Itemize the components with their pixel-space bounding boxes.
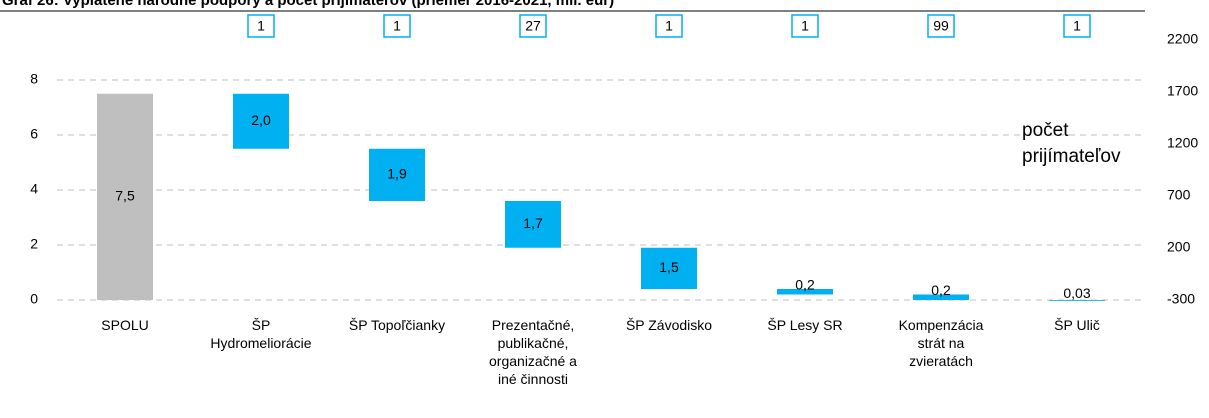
- y-tick-label: 6: [30, 126, 38, 142]
- bar: [97, 93, 153, 300]
- count-label: 99: [933, 18, 949, 34]
- x-tick-label: Prezentačné, publikačné, organizačné a i…: [489, 317, 577, 387]
- y2-tick-label: 1700: [1167, 83, 1198, 99]
- value-label: 2,0: [251, 112, 271, 128]
- count-label: 27: [525, 18, 541, 34]
- y2-tick-label: -300: [1167, 291, 1195, 307]
- y2-tick-label: 200: [1167, 239, 1191, 255]
- bar: [505, 201, 561, 248]
- bar: [369, 148, 425, 201]
- y2-tick-label: 1200: [1167, 135, 1198, 151]
- chart-title: Graf 26: Vyplatené národné podpory a poč…: [2, 0, 615, 9]
- bar: [1049, 300, 1105, 301]
- count-box: [655, 14, 683, 38]
- bar: [777, 289, 833, 295]
- x-tick-label: Kompenzácia strát na zvieratách: [898, 317, 984, 369]
- y2-tick-label: 2200: [1167, 31, 1198, 47]
- value-label: 1,9: [387, 166, 407, 182]
- value-label: 1,7: [523, 215, 543, 231]
- count-box: [519, 14, 547, 38]
- x-tick-label: ŠP Závodisko: [625, 317, 713, 333]
- x-tick-label: SPOLU: [101, 317, 149, 333]
- value-label: 1,5: [659, 259, 679, 275]
- bar: [913, 294, 969, 300]
- y-tick-label: 2: [30, 236, 38, 252]
- count-box: [791, 14, 819, 38]
- count-box: [927, 14, 955, 38]
- count-box: [383, 14, 411, 38]
- y2-tick-label: 700: [1167, 187, 1191, 203]
- x-tick-label: ŠP Ulič: [1054, 317, 1100, 333]
- y-tick-label: 8: [30, 71, 38, 87]
- count-label: 1: [393, 18, 401, 34]
- value-label: 0,2: [931, 282, 951, 298]
- count-label: 1: [801, 18, 809, 34]
- count-label: 1: [257, 18, 265, 34]
- value-label: 0,03: [1063, 285, 1090, 301]
- value-label: 0,2: [795, 276, 815, 292]
- count-label: 1: [665, 18, 673, 34]
- x-tick-label: ŠP Lesy SR: [767, 317, 843, 333]
- x-tick-label: ŠP Topoľčianky: [348, 317, 446, 333]
- y-tick-label: 4: [30, 181, 38, 197]
- y-tick-label: 0: [30, 291, 38, 307]
- x-tick-label: ŠP Hydromeliorácie: [210, 317, 312, 351]
- value-label: 7,5: [115, 188, 135, 204]
- y2-axis-label: počet prijímateľov: [1022, 120, 1121, 167]
- count-box: [247, 14, 275, 38]
- bar: [641, 247, 697, 289]
- count-box: [1063, 14, 1091, 38]
- count-label: 1: [1073, 18, 1081, 34]
- bar: [233, 93, 289, 149]
